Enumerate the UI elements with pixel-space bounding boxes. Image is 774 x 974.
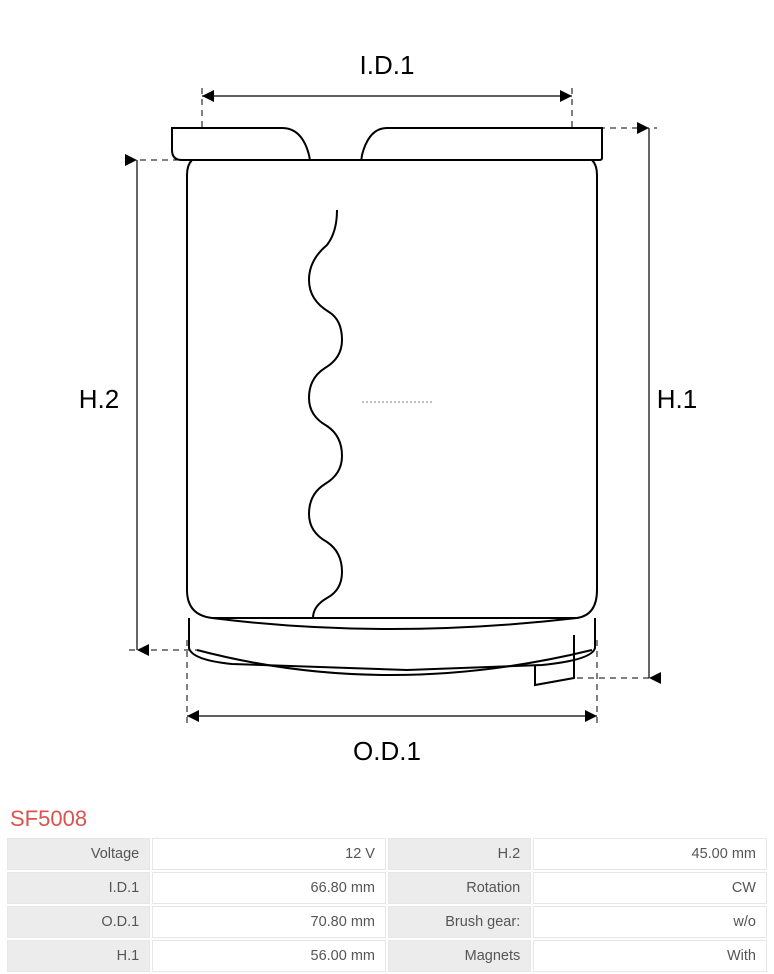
- spec-label: Brush gear:: [388, 906, 531, 938]
- spec-value: 45.00 mm: [533, 838, 767, 870]
- spec-value: With: [533, 940, 767, 972]
- table-row: Voltage12 VH.245.00 mm: [7, 838, 767, 870]
- table-row: H.156.00 mmMagnetsWith: [7, 940, 767, 972]
- dim-label-id1: I.D.1: [360, 50, 415, 80]
- part-number-title: SF5008: [0, 800, 774, 836]
- dim-label-h1: H.1: [657, 384, 697, 414]
- spec-label: O.D.1: [7, 906, 150, 938]
- spec-label: Rotation: [388, 872, 531, 904]
- spec-label: Voltage: [7, 838, 150, 870]
- table-row: I.D.166.80 mmRotationCW: [7, 872, 767, 904]
- spec-label: I.D.1: [7, 872, 150, 904]
- spec-value: 66.80 mm: [152, 872, 386, 904]
- dimension-diagram: I.D.1 H.1 H.2 O.D.1: [0, 0, 774, 800]
- part-diagram-svg: I.D.1 H.1 H.2 O.D.1: [37, 0, 737, 790]
- spec-value: 70.80 mm: [152, 906, 386, 938]
- spec-label: H.1: [7, 940, 150, 972]
- table-row: O.D.170.80 mmBrush gear:w/o: [7, 906, 767, 938]
- dim-label-h2: H.2: [79, 384, 119, 414]
- spec-value: 12 V: [152, 838, 386, 870]
- part-body: [172, 128, 602, 685]
- spec-table: Voltage12 VH.245.00 mmI.D.166.80 mmRotat…: [5, 836, 769, 974]
- spec-label: Magnets: [388, 940, 531, 972]
- spec-label: H.2: [388, 838, 531, 870]
- spec-value: w/o: [533, 906, 767, 938]
- dim-label-od1: O.D.1: [353, 736, 421, 766]
- spec-value: CW: [533, 872, 767, 904]
- spec-value: 56.00 mm: [152, 940, 386, 972]
